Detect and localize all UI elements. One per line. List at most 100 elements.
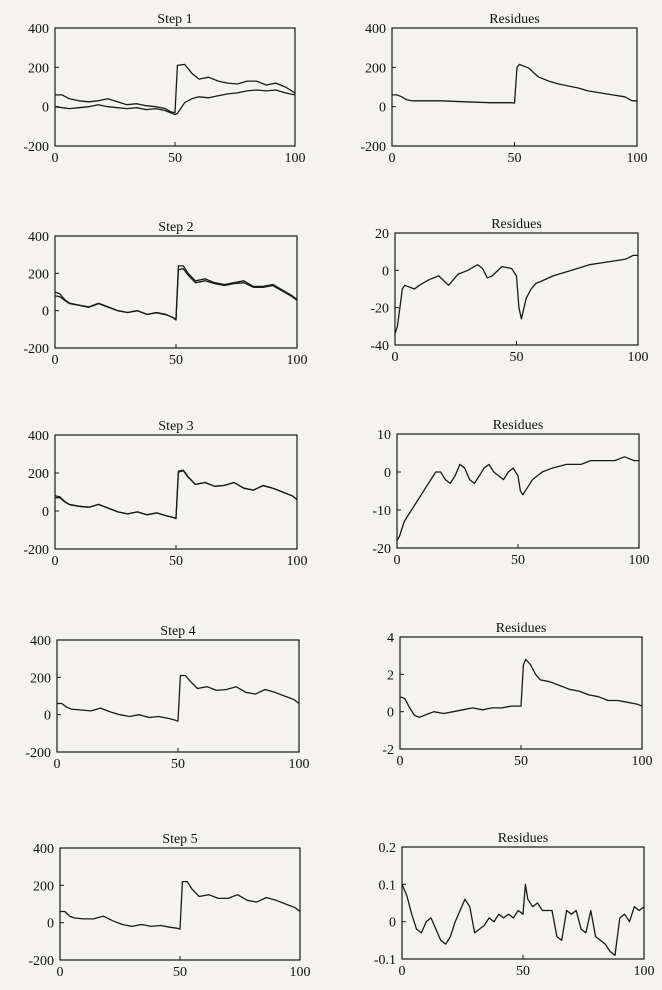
y-tick-label: 0 bbox=[42, 505, 49, 520]
x-tick-label: 50 bbox=[173, 965, 187, 980]
y-tick-label: 200 bbox=[28, 61, 49, 76]
y-tick-label: 400 bbox=[28, 22, 49, 37]
y-tick-label: 200 bbox=[28, 267, 49, 282]
series-line-1 bbox=[399, 658, 643, 718]
series-line-1 bbox=[60, 880, 301, 930]
y-tick-label: 0 bbox=[379, 101, 386, 116]
plot-frame bbox=[396, 433, 640, 549]
plot-frame bbox=[54, 235, 298, 349]
chart-title: Residues bbox=[496, 621, 547, 636]
y-tick-label: -20 bbox=[370, 302, 389, 317]
chart-title: Residues bbox=[498, 831, 549, 846]
plot-frame bbox=[54, 27, 296, 147]
x-tick-label: 100 bbox=[627, 151, 648, 166]
x-tick-label: 0 bbox=[399, 964, 406, 979]
y-tick-label: -0.1 bbox=[374, 953, 396, 968]
y-tick-label: 200 bbox=[30, 671, 51, 686]
plot-frame bbox=[394, 232, 639, 346]
y-tick-label: 0.2 bbox=[379, 841, 397, 856]
chart-panel-4: Residues 0 50 100 -40 -20 0 20 bbox=[370, 217, 648, 365]
x-tick-label: 50 bbox=[168, 151, 182, 166]
chart-title: Step 2 bbox=[158, 220, 193, 235]
x-tick-label: 50 bbox=[169, 353, 183, 368]
y-tick-label: -40 bbox=[370, 339, 389, 354]
y-tick-label: 0 bbox=[44, 709, 51, 724]
y-tick-label: -20 bbox=[372, 542, 391, 557]
chart-title: Step 1 bbox=[157, 12, 192, 27]
y-tick-label: 200 bbox=[365, 61, 386, 76]
x-tick-label: 0 bbox=[397, 754, 404, 769]
x-tick-label: 0 bbox=[392, 350, 399, 365]
y-tick-label: 0 bbox=[382, 264, 389, 279]
y-tick-label: -200 bbox=[23, 140, 49, 155]
x-tick-label: 50 bbox=[169, 554, 183, 569]
y-tick-label: -2 bbox=[382, 743, 394, 758]
chart-title: Residues bbox=[493, 418, 544, 433]
y-tick-label: -200 bbox=[23, 543, 49, 558]
series-line-1 bbox=[392, 63, 637, 104]
x-tick-label: 0 bbox=[52, 353, 59, 368]
plot-frame bbox=[59, 847, 301, 961]
plot-frame bbox=[54, 434, 298, 550]
y-tick-label: 0 bbox=[47, 917, 54, 932]
series-line-1 bbox=[396, 456, 639, 541]
x-tick-label: 0 bbox=[57, 965, 64, 980]
x-tick-label: 100 bbox=[632, 754, 653, 769]
x-tick-label: 0 bbox=[394, 553, 401, 568]
y-tick-label: -200 bbox=[25, 746, 51, 761]
x-tick-label: 100 bbox=[629, 553, 650, 568]
x-tick-label: 0 bbox=[54, 757, 61, 772]
series-line-2 bbox=[54, 89, 296, 116]
x-tick-label: 100 bbox=[287, 554, 308, 569]
y-tick-label: 400 bbox=[28, 230, 49, 245]
x-tick-label: 50 bbox=[508, 151, 522, 166]
x-tick-label: 50 bbox=[514, 754, 528, 769]
y-tick-label: -200 bbox=[28, 954, 54, 969]
y-tick-label: 200 bbox=[33, 879, 54, 894]
series-line-1 bbox=[57, 674, 300, 722]
y-tick-label: 0.1 bbox=[379, 878, 397, 893]
series-line-1 bbox=[55, 63, 296, 114]
chart-title: Step 3 bbox=[158, 419, 193, 434]
x-tick-label: 0 bbox=[52, 554, 59, 569]
plot-frame bbox=[56, 639, 300, 753]
y-tick-label: 0 bbox=[42, 305, 49, 320]
y-tick-label: -10 bbox=[372, 504, 391, 519]
x-tick-label: 100 bbox=[285, 151, 306, 166]
x-tick-label: 50 bbox=[510, 350, 524, 365]
y-tick-label: 400 bbox=[30, 634, 51, 649]
y-tick-label: 400 bbox=[28, 429, 49, 444]
y-tick-label: 400 bbox=[365, 22, 386, 37]
x-tick-label: 100 bbox=[634, 964, 655, 979]
x-tick-label: 100 bbox=[628, 350, 649, 365]
x-tick-label: 100 bbox=[287, 353, 308, 368]
y-tick-label: 20 bbox=[375, 227, 389, 242]
y-tick-label: 200 bbox=[28, 467, 49, 482]
x-tick-label: 100 bbox=[289, 757, 310, 772]
y-tick-label: -200 bbox=[360, 140, 386, 155]
series-line-2 bbox=[55, 470, 298, 519]
y-tick-label: -200 bbox=[23, 342, 49, 357]
chart-panel-6: Residues 0 50 100 -20 -10 0 10 bbox=[372, 418, 649, 568]
plot-frame bbox=[399, 636, 643, 750]
chart-title: Step 4 bbox=[160, 624, 195, 639]
x-tick-label: 0 bbox=[389, 151, 396, 166]
x-tick-label: 50 bbox=[516, 964, 530, 979]
y-tick-label: 2 bbox=[387, 668, 394, 683]
series-line-2 bbox=[54, 268, 298, 320]
x-tick-label: 50 bbox=[171, 757, 185, 772]
y-tick-label: 4 bbox=[387, 631, 394, 646]
plot-frame bbox=[391, 27, 638, 147]
chart-title: Residues bbox=[489, 12, 540, 27]
y-tick-label: 0 bbox=[387, 706, 394, 721]
y-tick-label: 10 bbox=[377, 428, 391, 443]
